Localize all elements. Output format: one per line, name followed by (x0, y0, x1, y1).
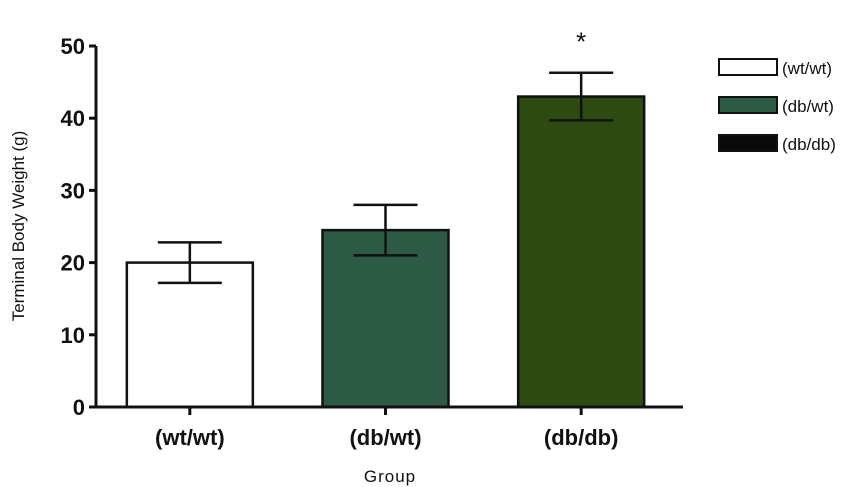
bar-dbwt (321, 228, 450, 409)
x-tick-label: (wt/wt) (155, 425, 225, 450)
y-tick-label: 50 (61, 34, 85, 59)
x-axis-title: Group (364, 467, 416, 486)
bars (125, 95, 646, 409)
x-tick-label: (db/db) (544, 425, 619, 450)
legend-label: (db/wt) (782, 97, 834, 116)
y-tick-label: 20 (61, 251, 85, 276)
bar-wtwt (125, 261, 255, 409)
legend: (wt/wt) (db/wt) (db/db) (718, 58, 836, 154)
significance-asterisk: * (576, 27, 586, 57)
legend-swatch (718, 58, 778, 76)
y-axis-ticks: 0 10 20 30 40 50 (61, 34, 96, 420)
legend-label: (db/db) (782, 135, 836, 154)
x-axis-ticks: (wt/wt) (db/wt) (db/db) (155, 407, 618, 450)
x-tick-label: (db/wt) (349, 425, 421, 450)
legend-swatch (718, 96, 778, 114)
y-tick-label: 10 (61, 323, 85, 348)
annotations: * (576, 27, 586, 57)
legend-swatch (718, 134, 778, 152)
error-bars (157, 71, 614, 285)
y-tick-label: 40 (61, 106, 85, 131)
y-tick-label: 30 (61, 178, 85, 203)
legend-label: (wt/wt) (782, 59, 832, 78)
y-axis-title: Terminal Body Weight (g) (9, 131, 28, 322)
y-tick-label: 0 (73, 395, 85, 420)
bar-dbdb (516, 95, 646, 409)
